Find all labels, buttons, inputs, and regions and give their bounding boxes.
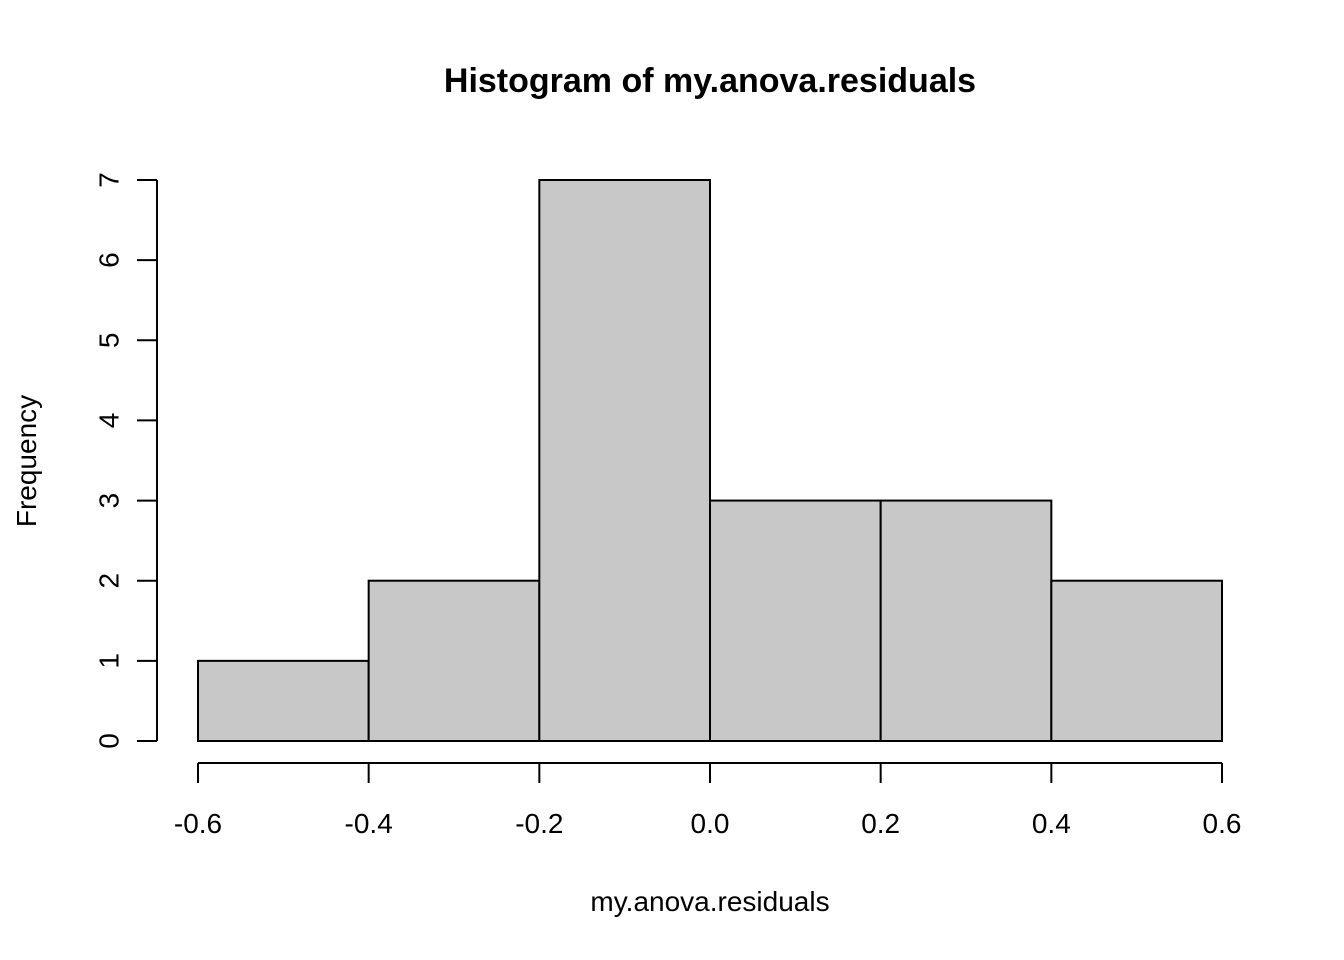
- y-tick-label: 7: [94, 172, 125, 188]
- chart-title: Histogram of my.anova.residuals: [444, 62, 976, 100]
- x-tick-label: -0.2: [515, 808, 563, 839]
- x-tick-label: 0.6: [1203, 808, 1242, 839]
- y-tick-label: 4: [94, 413, 125, 429]
- x-axis-label: my.anova.residuals: [590, 886, 829, 917]
- y-axis: 0 1 2 3 4 5 6 7: [94, 172, 158, 749]
- x-tick-label: 0.4: [1032, 808, 1071, 839]
- y-tick-label: 6: [94, 252, 125, 268]
- x-tick-label: -0.6: [174, 808, 222, 839]
- y-tick-label: 3: [94, 493, 125, 509]
- x-tick-label: 0.0: [691, 808, 730, 839]
- x-tick-label: -0.4: [345, 808, 393, 839]
- y-tick-label: 2: [94, 573, 125, 589]
- y-tick-label: 0: [94, 733, 125, 749]
- bars-group: [197, 179, 1224, 743]
- histogram-bar: [538, 179, 711, 742]
- histogram-bar: [367, 579, 541, 743]
- y-tick-label: 5: [94, 332, 125, 348]
- x-tick-label: 0.2: [861, 808, 900, 839]
- histogram-bar: [879, 499, 1053, 743]
- y-tick-label: 1: [94, 653, 125, 669]
- histogram-bar: [1050, 579, 1224, 743]
- y-axis-label: Frequency: [11, 395, 42, 527]
- x-axis: -0.6 -0.4 -0.2 0.0 0.2 0.4 0.6: [174, 762, 1242, 839]
- histogram-bar: [709, 499, 882, 743]
- histogram-bar: [197, 659, 370, 742]
